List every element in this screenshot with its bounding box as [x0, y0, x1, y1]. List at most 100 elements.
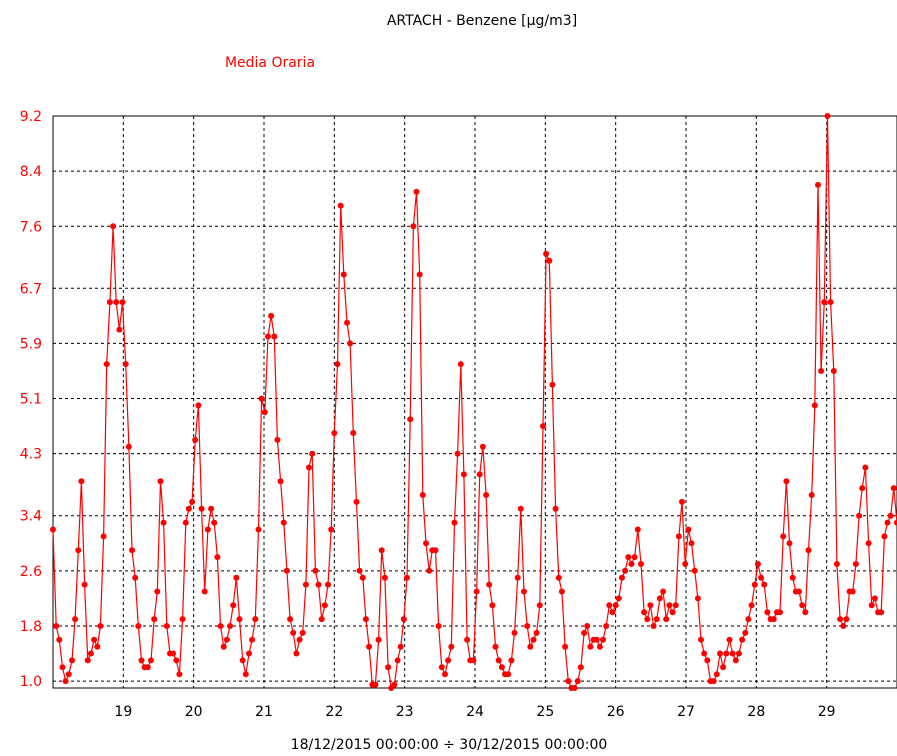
- x-tick-label: 29: [818, 704, 836, 720]
- data-point: [739, 636, 746, 643]
- data-point: [600, 636, 606, 643]
- data-point: [223, 636, 230, 643]
- data-point: [265, 333, 271, 340]
- data-point: [865, 540, 872, 547]
- data-point: [669, 609, 676, 616]
- data-point: [331, 430, 338, 436]
- data-point: [97, 623, 104, 629]
- data-point: [603, 623, 610, 629]
- data-point: [283, 567, 290, 574]
- x-tick-label: 25: [536, 704, 554, 720]
- data-point: [682, 561, 689, 567]
- data-point: [385, 664, 392, 671]
- data-point: [631, 554, 638, 561]
- data-point: [185, 505, 192, 512]
- data-point: [249, 636, 256, 643]
- data-point: [802, 609, 809, 616]
- data-point: [808, 492, 815, 498]
- data-point: [53, 623, 60, 629]
- data-point: [208, 505, 215, 512]
- data-point: [290, 629, 297, 636]
- data-point: [619, 574, 625, 581]
- data-point: [362, 616, 369, 623]
- data-point: [113, 299, 120, 306]
- data-point: [517, 505, 524, 512]
- data-point: [87, 650, 94, 657]
- data-point: [337, 202, 344, 209]
- data-point: [543, 250, 550, 257]
- y-tick-label: 1.0: [20, 674, 42, 690]
- data-point: [675, 533, 682, 540]
- data-point: [489, 602, 496, 609]
- data-point: [653, 616, 660, 623]
- data-point: [634, 526, 641, 533]
- data-point: [334, 361, 341, 368]
- data-point: [176, 671, 183, 678]
- data-point: [815, 181, 821, 188]
- data-point: [214, 554, 221, 561]
- data-point: [309, 450, 316, 457]
- data-point: [723, 650, 730, 657]
- data-point: [565, 678, 572, 685]
- data-point: [748, 602, 755, 609]
- data-point: [511, 629, 518, 636]
- data-point: [549, 381, 556, 388]
- data-point: [593, 636, 600, 643]
- data-point: [859, 485, 866, 492]
- data-point: [894, 519, 897, 526]
- x-tick-label: 19: [114, 704, 132, 720]
- data-point: [201, 588, 208, 595]
- data-point: [856, 512, 863, 519]
- data-point: [558, 588, 565, 595]
- y-axis-ticks: 9.2 8.4 7.6 6.7 5.9 5.1 4.3 3.4 2.6 1.8 1.0: [20, 109, 42, 690]
- data-point: [685, 526, 692, 533]
- data-point: [274, 436, 281, 443]
- data-point: [340, 271, 347, 278]
- series-line: [52, 115, 897, 690]
- data-point: [562, 643, 569, 650]
- data-point: [261, 409, 268, 416]
- data-point: [811, 402, 818, 409]
- data-point: [246, 650, 252, 657]
- data-point: [81, 581, 88, 588]
- data-point: [533, 629, 540, 636]
- grid-lines: [53, 116, 897, 688]
- data-point: [868, 602, 875, 609]
- data-point: [302, 581, 309, 588]
- data-point: [833, 561, 840, 567]
- data-point: [344, 319, 350, 326]
- data-point: [663, 616, 670, 623]
- data-point: [391, 681, 398, 688]
- data-point: [204, 526, 211, 533]
- data-point: [647, 602, 654, 609]
- data-point: [881, 533, 888, 540]
- data-point: [138, 657, 145, 664]
- data-point: [154, 588, 161, 595]
- data-point: [729, 650, 736, 657]
- x-tick-label: 21: [255, 704, 273, 720]
- data-point: [211, 519, 218, 526]
- data-point: [100, 533, 107, 540]
- data-point: [69, 657, 75, 664]
- data-point: [742, 629, 749, 636]
- data-point: [407, 416, 414, 423]
- data-point: [400, 616, 407, 623]
- data-point: [837, 616, 844, 623]
- data-point: [170, 650, 177, 657]
- data-point: [505, 671, 512, 678]
- data-point: [799, 602, 806, 609]
- data-point: [577, 664, 584, 671]
- data-point: [413, 188, 420, 195]
- data-point: [350, 430, 357, 436]
- data-point: [394, 657, 401, 664]
- data-point: [119, 299, 126, 306]
- data-point: [372, 681, 379, 688]
- data-point: [840, 623, 847, 629]
- data-point: [495, 657, 502, 664]
- data-point: [732, 657, 739, 664]
- data-point: [144, 664, 151, 671]
- data-point: [656, 595, 663, 602]
- data-point: [277, 478, 284, 485]
- data-point: [672, 602, 679, 609]
- data-point: [479, 443, 486, 450]
